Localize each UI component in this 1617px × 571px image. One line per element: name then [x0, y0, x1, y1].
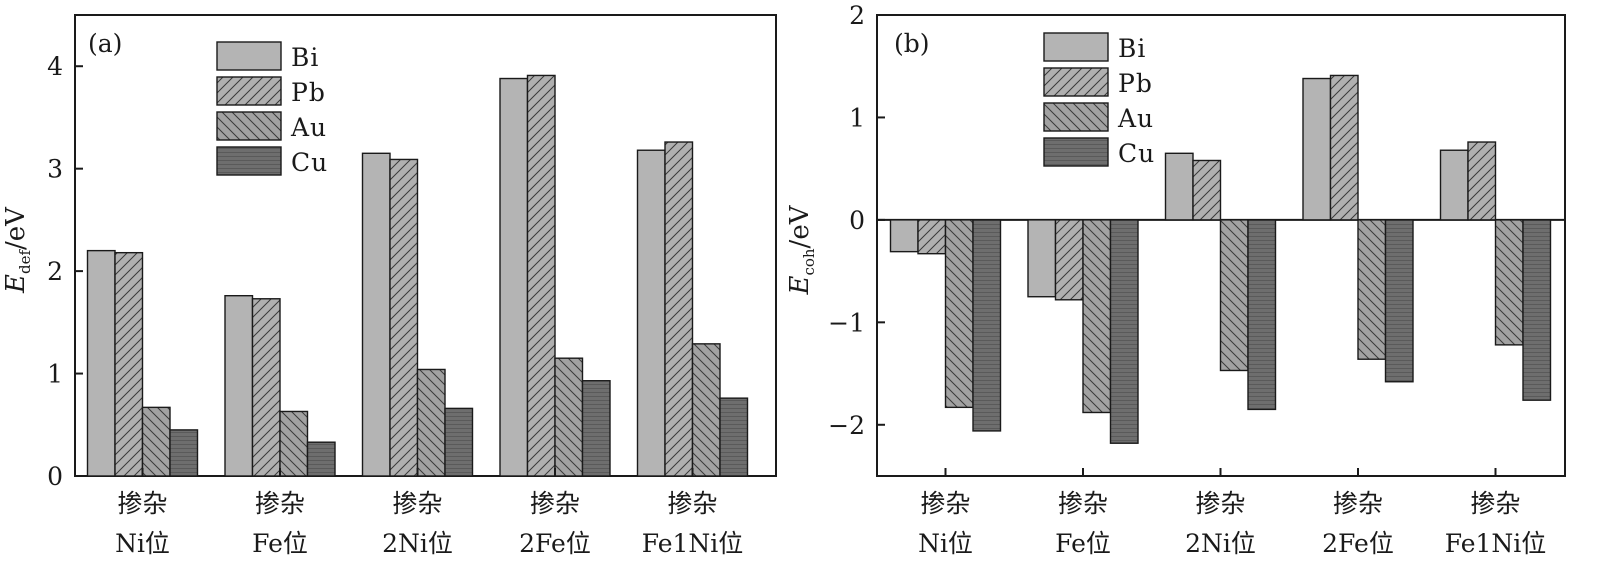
bar-bi	[1164, 152, 1194, 221]
bar-bi	[86, 249, 116, 477]
legend-label-pb: Pb	[1118, 69, 1153, 98]
x-category-label-line1: 掺杂	[530, 489, 580, 518]
panel-b-ylabel: Ecoh/eV	[785, 204, 818, 295]
x-category-label-line1: 掺杂	[920, 489, 970, 518]
x-category-label-line1: 掺杂	[117, 489, 167, 518]
bar-au	[1494, 219, 1524, 346]
x-category-label-line1: 掺杂	[392, 489, 442, 518]
bar-au	[1219, 219, 1249, 372]
bar-bi	[1439, 149, 1469, 221]
bar-pb	[1054, 219, 1084, 301]
legend-label-au: Au	[290, 113, 327, 142]
x-category-label-line2: Ni位	[918, 529, 973, 558]
panel-a-ylabel: Edef/eV	[1, 206, 34, 294]
bar-bi	[224, 294, 254, 477]
bar-au	[554, 357, 584, 477]
x-category-label-line2: 2Fe位	[1322, 529, 1394, 558]
bar-cu	[1384, 219, 1414, 383]
legend-swatch-pb	[216, 76, 282, 106]
panel-a-chart: (a) Edef/eV 0 1 2 3 4 掺杂 Ni位 掺杂 Fe位 掺杂 2Ni位 掺杂 2Fe位 掺…	[1, 14, 777, 558]
bar-pb	[664, 141, 694, 477]
x-category-label-line1: 掺杂	[667, 489, 717, 518]
x-category-label-line1: 掺杂	[1470, 489, 1520, 518]
panel-b-chart: (b) Ecoh/eV −2 −1 0 1 2 掺杂 Ni位 掺杂 Fe位 掺杂 2Ni位 掺杂 2Fe…	[785, 1, 1566, 558]
bar-bi	[636, 149, 666, 477]
legend-swatch-cu	[216, 146, 282, 176]
legend-swatch-bi	[216, 41, 282, 71]
y-tick-label: 0	[47, 462, 63, 491]
legend-swatch-au	[1043, 102, 1109, 132]
x-category-label-line2: Ni位	[115, 529, 170, 558]
y-tick-label: 3	[47, 155, 63, 184]
bar-au	[141, 406, 171, 477]
legend-label-pb: Pb	[291, 78, 326, 107]
bar-bi	[1027, 219, 1057, 298]
bar-cu	[1109, 219, 1139, 444]
legend-swatch-bi	[1043, 32, 1109, 62]
y-tick-label: 0	[849, 206, 865, 235]
bar-bi	[1302, 77, 1332, 221]
legend-swatch-au	[216, 111, 282, 141]
bar-cu	[169, 429, 199, 477]
legend-label-au: Au	[1117, 104, 1154, 133]
bar-bi	[889, 219, 919, 253]
panel-b-ylabel-sub: coh	[800, 248, 818, 275]
bar-au	[1082, 219, 1112, 414]
bar-cu	[581, 380, 611, 477]
panel-b-label: (b)	[894, 29, 930, 58]
bar-au	[691, 343, 721, 477]
legend-label-cu: Cu	[1118, 139, 1155, 168]
y-tick-label: 2	[47, 257, 63, 286]
bar-pb	[389, 158, 419, 477]
legend-swatch-cu	[1043, 137, 1109, 167]
x-category-label-line2: Fe1Ni位	[1445, 529, 1547, 558]
bar-pb	[1329, 74, 1359, 221]
y-tick-label: −1	[828, 308, 865, 337]
bar-pb	[917, 219, 947, 255]
x-category-label-line2: 2Ni位	[1185, 529, 1256, 558]
x-category-label-line1: 掺杂	[1058, 489, 1108, 518]
x-category-label-line2: Fe位	[1055, 529, 1111, 558]
x-category-label-line2: Fe1Ni位	[642, 529, 744, 558]
panel-a-label: (a)	[88, 29, 122, 58]
legend-swatch-pb	[1043, 67, 1109, 97]
panel-a-ylabel-unit: /eV	[1, 206, 31, 250]
panel-b-ylabel-unit: /eV	[785, 204, 815, 248]
x-category-label-line1: 掺杂	[1333, 489, 1383, 518]
panel-a-ylabel-sub: def	[16, 249, 34, 274]
panel-b-ylabel-main: E	[785, 276, 815, 296]
bar-cu	[1247, 219, 1277, 411]
bar-pb	[1467, 141, 1497, 221]
legend-label-bi: Bi	[1118, 34, 1146, 63]
bar-au	[944, 219, 974, 409]
legend-label-bi: Bi	[291, 43, 319, 72]
bar-pb	[114, 251, 144, 477]
bar-au	[279, 410, 309, 477]
bar-au	[1357, 219, 1387, 360]
bar-cu	[444, 407, 474, 477]
bar-cu	[719, 397, 749, 477]
y-tick-label: −2	[828, 411, 865, 440]
x-category-label-line2: 2Ni位	[382, 529, 453, 558]
y-tick-label: 2	[849, 1, 865, 30]
y-tick-label: 1	[849, 103, 865, 132]
x-category-label-line2: 2Fe位	[519, 529, 591, 558]
bar-bi	[499, 77, 529, 477]
bar-bi	[361, 152, 391, 477]
bar-pb	[526, 74, 556, 477]
panel-a-ylabel-main: E	[1, 274, 31, 294]
y-tick-label: 4	[47, 52, 63, 81]
bar-cu	[306, 441, 336, 477]
x-category-label-line1: 掺杂	[255, 489, 305, 518]
bar-pb	[1192, 159, 1222, 221]
y-tick-label: 1	[47, 360, 63, 389]
bar-cu	[1522, 219, 1552, 401]
x-category-label-line2: Fe位	[252, 529, 308, 558]
bar-cu	[972, 219, 1002, 432]
bar-au	[416, 368, 446, 477]
x-category-label-line1: 掺杂	[1195, 489, 1245, 518]
legend-label-cu: Cu	[291, 148, 328, 177]
bar-pb	[251, 298, 281, 477]
